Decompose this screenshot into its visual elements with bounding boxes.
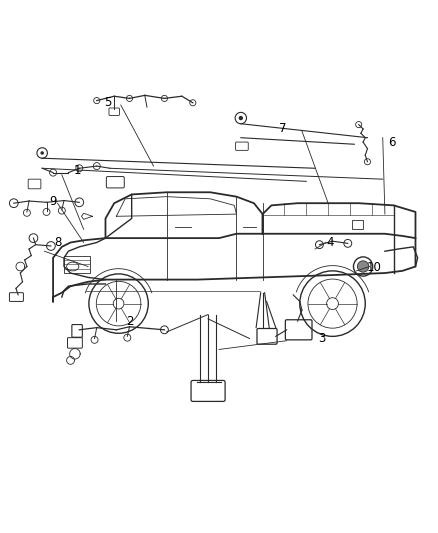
Circle shape [49, 169, 57, 176]
Text: 10: 10 [367, 261, 381, 274]
Text: 3: 3 [318, 332, 325, 345]
Circle shape [29, 234, 38, 243]
Circle shape [94, 98, 100, 103]
Circle shape [344, 239, 352, 247]
Circle shape [127, 95, 133, 101]
Circle shape [93, 163, 100, 169]
Circle shape [239, 116, 243, 120]
Circle shape [160, 326, 168, 334]
Circle shape [357, 261, 369, 272]
Circle shape [356, 122, 362, 128]
Text: 1: 1 [73, 164, 81, 177]
Circle shape [364, 159, 371, 165]
Text: 4: 4 [327, 236, 334, 249]
Circle shape [23, 209, 30, 216]
Circle shape [161, 95, 167, 101]
Circle shape [10, 199, 18, 207]
Circle shape [124, 334, 131, 341]
Circle shape [43, 208, 50, 215]
Circle shape [315, 241, 323, 248]
Text: 2: 2 [126, 314, 133, 328]
Circle shape [190, 100, 196, 106]
Text: 7: 7 [279, 123, 286, 135]
Circle shape [75, 198, 84, 207]
Circle shape [46, 241, 55, 251]
Circle shape [58, 207, 65, 214]
Bar [64, 256, 90, 273]
Text: 5: 5 [104, 96, 111, 109]
Text: 9: 9 [49, 195, 57, 207]
Bar [352, 220, 363, 229]
Text: 8: 8 [54, 236, 61, 249]
Circle shape [76, 165, 83, 172]
Circle shape [91, 336, 98, 343]
Text: 6: 6 [388, 135, 395, 149]
Circle shape [40, 151, 44, 155]
